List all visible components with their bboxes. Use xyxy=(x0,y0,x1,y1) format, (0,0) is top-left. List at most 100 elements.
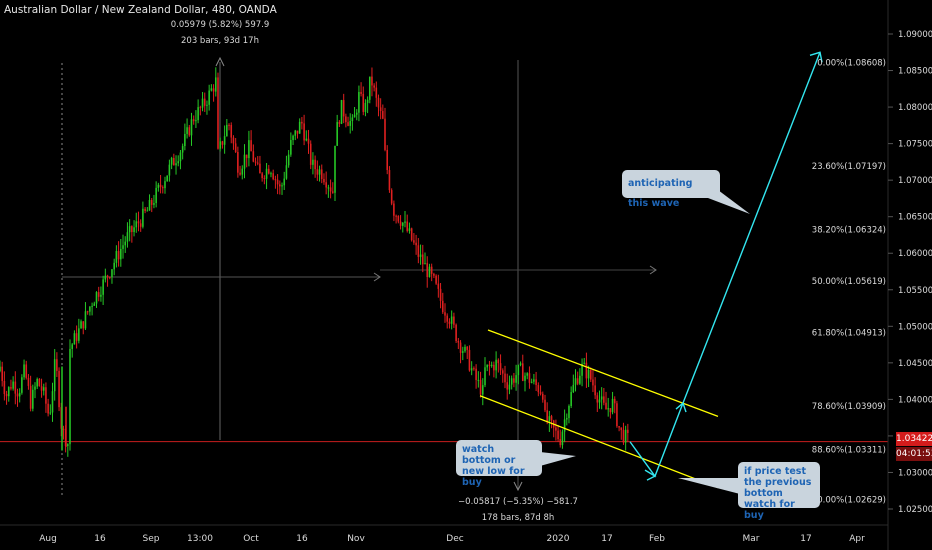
candle-body xyxy=(419,254,422,257)
candle-body xyxy=(237,151,239,173)
candle-body xyxy=(267,168,270,174)
candle-body xyxy=(34,386,36,390)
candle-body xyxy=(12,381,14,389)
fib-level-label: 23.60%(1.07197) xyxy=(812,162,886,172)
candle-body xyxy=(393,203,395,216)
x-tick-label: Dec xyxy=(446,534,463,544)
candle-body xyxy=(239,172,241,175)
reference-lines xyxy=(0,56,888,496)
candle-body xyxy=(115,251,118,263)
callout-anticipating-wave[interactable]: anticipating this wave xyxy=(622,170,720,209)
x-tick-label: 2020 xyxy=(547,534,570,544)
candle-body xyxy=(493,364,495,371)
candle-body xyxy=(42,387,45,391)
candle-body xyxy=(32,389,34,409)
candle-body xyxy=(29,385,32,409)
candle-body xyxy=(504,373,506,383)
candle-body xyxy=(294,130,297,136)
candle-body xyxy=(349,120,352,126)
candle-body xyxy=(21,377,23,393)
candle-body xyxy=(362,93,365,112)
candle-body xyxy=(214,77,217,92)
candle-body xyxy=(399,221,402,226)
candle-body xyxy=(243,154,246,169)
candle-body xyxy=(585,362,588,379)
candle-body xyxy=(111,269,113,278)
candle-body xyxy=(546,410,548,422)
callout-price-test[interactable]: if price test the previous bottom watch … xyxy=(738,462,820,521)
candle-body xyxy=(450,316,453,324)
candles-layer xyxy=(0,67,629,457)
candle-body xyxy=(611,398,614,413)
candle-body xyxy=(368,76,371,100)
projection-path-leg xyxy=(629,402,684,478)
candle-body xyxy=(620,427,623,431)
fib-level-label: 0.00%(1.08608) xyxy=(817,59,886,69)
measure-top-change: 0.05979 (5.82%) 597.9 xyxy=(170,20,270,30)
candle-body xyxy=(265,168,268,179)
candle-body xyxy=(616,403,618,427)
candle-body xyxy=(479,379,482,395)
candle-body xyxy=(568,406,570,419)
candle-body xyxy=(148,200,151,211)
candle-body xyxy=(448,321,451,324)
candle-body xyxy=(139,223,142,227)
candle-body xyxy=(336,122,338,146)
candle-body xyxy=(263,178,266,180)
candle-body xyxy=(309,143,312,165)
fib-level-label: 50.00%(1.05619) xyxy=(812,277,886,287)
candle-body xyxy=(199,107,202,109)
candle-body xyxy=(557,430,559,440)
candle-body xyxy=(535,379,537,386)
candle-body xyxy=(292,135,294,141)
candle-body xyxy=(530,381,533,383)
candle-body xyxy=(56,359,58,371)
x-tick-label: Sep xyxy=(143,534,160,544)
candle-body xyxy=(93,303,96,306)
candle-body xyxy=(510,378,513,385)
candle-body xyxy=(69,348,71,445)
candle-body xyxy=(173,157,175,166)
candle-body xyxy=(464,346,466,352)
candle-body xyxy=(261,173,263,179)
measure-top-duration: 203 bars, 93d 17h xyxy=(181,36,259,46)
candle-body xyxy=(618,426,620,428)
candle-body xyxy=(537,385,540,393)
candle-body xyxy=(358,91,360,113)
candle-body xyxy=(95,292,98,304)
candle-body xyxy=(587,369,590,379)
candle-body xyxy=(609,408,612,413)
candle-body xyxy=(150,200,153,205)
candle-body xyxy=(179,152,182,162)
candle-body xyxy=(603,396,605,403)
candle-body xyxy=(570,392,572,407)
candle-body xyxy=(468,349,471,371)
candle-body xyxy=(506,382,509,390)
candle-body xyxy=(5,394,8,397)
candle-body xyxy=(340,100,343,124)
candle-body xyxy=(563,419,566,432)
candle-body xyxy=(252,151,255,162)
candle-body xyxy=(226,124,228,137)
candle-body xyxy=(223,136,226,145)
candle-body xyxy=(521,363,524,381)
candle-body xyxy=(351,117,354,121)
candle-body xyxy=(234,143,237,152)
candle-body xyxy=(544,399,546,411)
candle-body xyxy=(561,431,564,446)
candle-body xyxy=(473,368,475,370)
candle-body xyxy=(627,429,629,434)
candle-body xyxy=(555,427,557,431)
candle-body xyxy=(579,375,581,384)
candle-body xyxy=(16,393,19,397)
candle-body xyxy=(47,403,49,414)
candle-body xyxy=(607,408,610,410)
callout-watch-bottom[interactable]: watch bottom or new low for buy xyxy=(456,440,542,488)
candle-body xyxy=(80,321,82,329)
candle-body xyxy=(159,184,162,188)
y-tick-label: 1.05500 xyxy=(898,286,932,296)
y-tick-label: 1.08500 xyxy=(898,67,932,77)
candle-body xyxy=(488,364,491,367)
